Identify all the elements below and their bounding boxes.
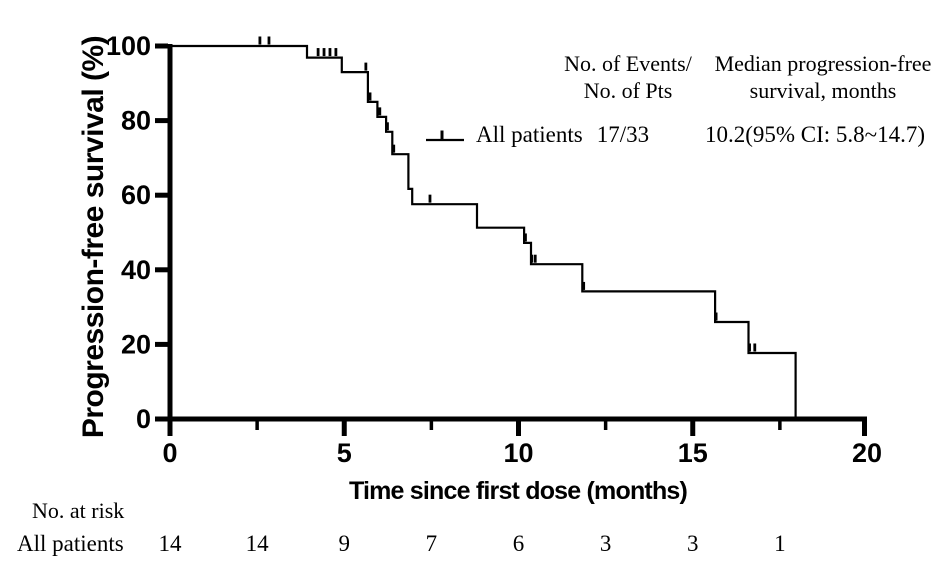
risk-table-title: No. at risk bbox=[32, 498, 125, 523]
risk-count-t2.5: 14 bbox=[245, 531, 269, 556]
risk-table-row-label: All patients bbox=[17, 531, 124, 556]
legend-censor-marker-icon bbox=[426, 130, 464, 142]
median-column-header: Median progression-free survival, months bbox=[698, 50, 931, 104]
events-column-header-line1: No. of Events/ bbox=[564, 51, 692, 76]
risk-count-t12.5: 3 bbox=[599, 531, 612, 556]
y-axis-tick-label: 40 bbox=[121, 255, 151, 285]
median-column-header-line2: survival, months bbox=[749, 78, 897, 103]
y-axis-tick-label: 100 bbox=[106, 31, 151, 61]
x-axis-tick-label: 0 bbox=[162, 438, 177, 468]
risk-count-t15: 3 bbox=[687, 531, 699, 556]
risk-count-t17.5: 1 bbox=[774, 531, 786, 556]
x-axis-tick-label: 5 bbox=[337, 438, 352, 468]
x-axis-tick-label: 15 bbox=[678, 438, 708, 468]
risk-count-t5: 9 bbox=[338, 531, 351, 556]
risk-count-t0: 14 bbox=[158, 531, 182, 556]
x-axis-tick-label: 10 bbox=[503, 438, 533, 468]
y-axis-label: Progression-free survival (%) bbox=[77, 35, 110, 439]
km-curve-all-patients bbox=[170, 44, 797, 419]
y-axis-tick-label: 60 bbox=[121, 180, 151, 210]
x-axis-label: Time since first dose (months) bbox=[348, 477, 688, 505]
risk-count-t10: 6 bbox=[512, 531, 525, 556]
risk-count-t7.5: 7 bbox=[425, 531, 438, 556]
y-axis-tick-label: 0 bbox=[136, 404, 151, 434]
median-column-header-line1: Median progression-free bbox=[714, 51, 931, 76]
legend-median-value: 10.2(95% CI: 5.8~14.7) bbox=[704, 122, 926, 147]
x-axis-tick-label: 20 bbox=[852, 438, 882, 468]
events-column-header-line2: No. of Pts bbox=[583, 78, 673, 103]
events-column-header: No. of Events/ No. of Pts bbox=[518, 50, 738, 104]
y-axis-tick-label: 80 bbox=[121, 106, 151, 136]
legend-events-value: 17/33 bbox=[596, 122, 650, 147]
y-axis-tick-label: 20 bbox=[121, 329, 151, 359]
legend-series-label: All patients bbox=[476, 122, 583, 147]
